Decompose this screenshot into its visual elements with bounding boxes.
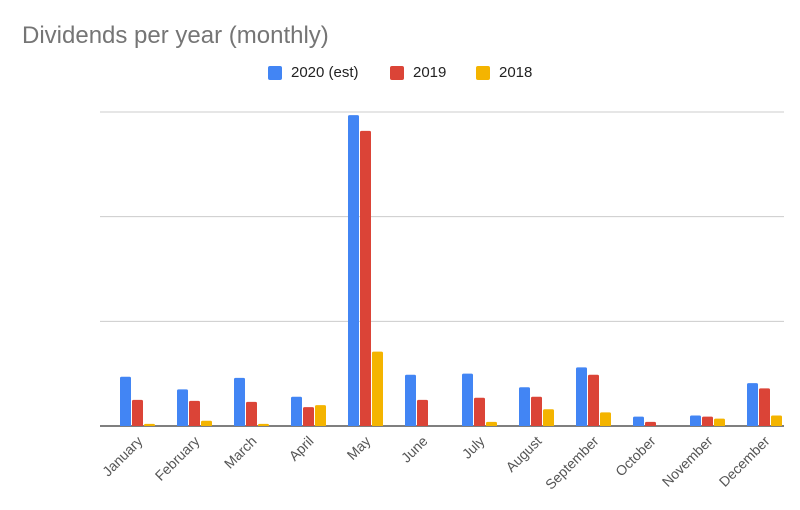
legend-label-2020: 2020 (est) [291,64,359,81]
bar-2019-july [474,397,485,426]
bar-2018-january [144,423,155,426]
bar-2020-est--august [519,387,530,426]
legend-swatch-2019 [390,65,404,80]
chart-title: Dividends per year (monthly) [22,22,329,49]
legend-item-2020[interactable]: 2020 (est) [268,64,359,81]
bar-2020-est--november [690,415,701,426]
bar-2019-march [246,401,257,426]
x-tick-label: November [659,433,716,490]
bar-2019-december [759,388,770,426]
bar-2019-may [360,130,371,426]
bar-2020-est--july [462,373,473,426]
bar-2019-june [417,399,428,426]
legend-swatch-2020 [268,65,282,80]
bar-2018-december [771,415,782,426]
x-tick-label: July [459,433,488,462]
legend-label-2019: 2019 [413,64,447,81]
bar-2019-november [702,416,713,426]
bar-2020-est--february [177,389,188,426]
legend-label-2018: 2018 [499,64,533,81]
bar-2018-march [258,423,269,426]
bar-2020-est--april [291,396,302,426]
bar-2018-february [201,420,212,426]
x-tick-label: September [542,433,602,493]
x-tick-label: March [221,433,260,472]
legend-item-2018[interactable]: 2018 [476,64,532,81]
bar-2020-est--may [348,115,359,426]
bar-2018-july [486,421,497,426]
bar-2020-est--march [234,377,245,426]
legend-item-2019[interactable]: 2019 [390,64,446,81]
x-tick-label: January [99,433,146,480]
x-tick-label: February [152,433,203,484]
x-tick-label: June [398,433,431,466]
bar-2019-august [531,396,542,426]
x-tick-label: May [344,433,374,463]
bar-2018-august [543,409,554,426]
legend-swatch-2018 [476,65,490,80]
chart-legend: 2020 (est) 2019 2018 [0,64,800,88]
bar-2020-est--october [633,416,644,426]
x-tick-label: August [502,433,544,475]
bar-2019-january [132,399,143,426]
bar-2020-est--june [405,374,416,426]
bar-2018-september [600,412,611,426]
x-tick-label: December [716,433,773,490]
x-tick-label: October [612,433,659,480]
bar-2019-april [303,407,314,426]
bar-2020-est--january [120,376,131,426]
bar-2018-may [372,351,383,426]
bar-2019-september [588,374,599,426]
bar-2020-est--september [576,367,587,426]
bar-2019-october [645,421,656,426]
x-tick-label: April [285,433,316,464]
bar-2019-february [189,400,200,426]
bar-2018-april [315,405,326,426]
bar-2020-est--december [747,383,758,426]
bar-2018-november [714,418,725,426]
